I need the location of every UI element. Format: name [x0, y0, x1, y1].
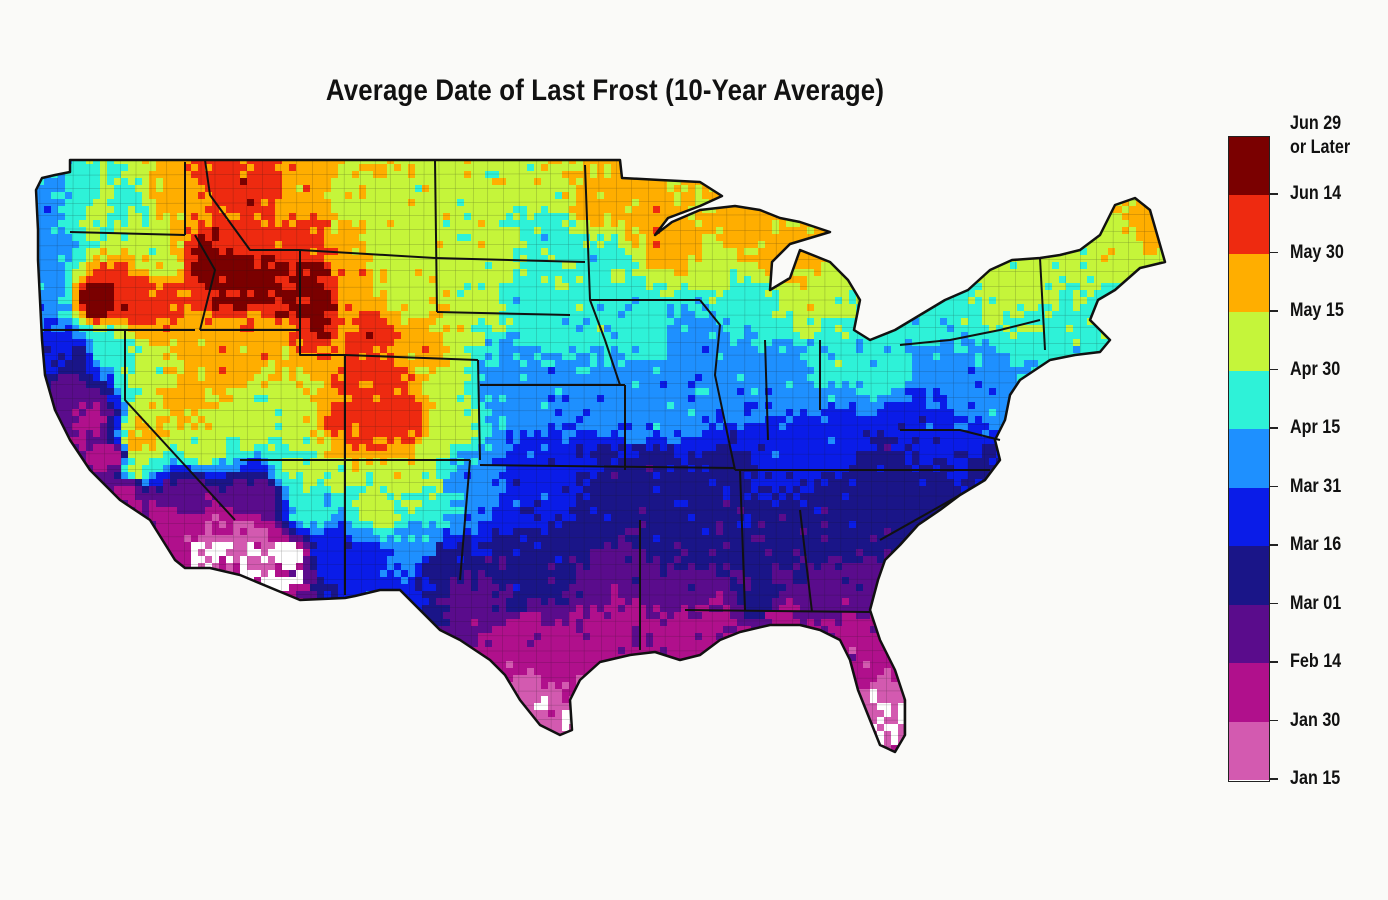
legend-tick-label: Feb 14 [1290, 651, 1342, 673]
legend-tick [1270, 310, 1278, 312]
legend-tick-label: May 15 [1290, 300, 1344, 322]
legend-swatch [1229, 487, 1269, 547]
legend-swatch [1229, 721, 1269, 781]
legend-tick [1270, 193, 1278, 195]
legend-tick [1270, 251, 1278, 254]
legend-tick-label: Apr 15 [1290, 417, 1341, 439]
legend-top-label-line1: Jun 29 [1290, 113, 1342, 134]
legend-swatch [1229, 370, 1269, 430]
legend-tick [1270, 778, 1278, 780]
frost-map [34, 158, 1167, 754]
legend-colorbar [1228, 136, 1270, 782]
legend-tick [1270, 719, 1278, 722]
legend: Jun 29 or Later Jun 14 May 30 May 15 Apr 30 Ap… [1226, 113, 1386, 789]
legend-tick [1270, 485, 1278, 488]
legend-tick [1270, 368, 1278, 371]
legend-tick-label: Apr 30 [1290, 358, 1341, 380]
legend-tick [1270, 544, 1278, 546]
legend-swatch [1229, 546, 1269, 606]
legend-tick-label: Jan 15 [1290, 768, 1341, 789]
legend-tick-label: Mar 16 [1290, 534, 1342, 556]
legend-tick-label: Mar 01 [1290, 592, 1342, 614]
legend-swatch [1229, 429, 1269, 489]
map-title: Average Date of Last Frost (10-Year Aver… [325, 74, 885, 107]
legend-tick-label: Mar 31 [1290, 475, 1342, 497]
legend-swatch [1229, 604, 1269, 664]
legend-tick-label: Jun 14 [1290, 183, 1342, 205]
legend-swatch [1229, 663, 1269, 723]
legend-swatch [1229, 195, 1269, 255]
legend-tick-label: Jan 30 [1290, 709, 1341, 731]
legend-swatch [1229, 137, 1269, 196]
legend-tick-label: May 30 [1290, 241, 1344, 263]
legend-top-label: Jun 29 or Later [1290, 112, 1350, 160]
legend-swatch [1229, 312, 1269, 372]
legend-tick [1270, 427, 1278, 429]
legend-tick [1270, 661, 1278, 663]
legend-swatch [1229, 253, 1269, 313]
legend-top-label-line2: or Later [1290, 137, 1351, 158]
legend-tick [1270, 602, 1278, 605]
